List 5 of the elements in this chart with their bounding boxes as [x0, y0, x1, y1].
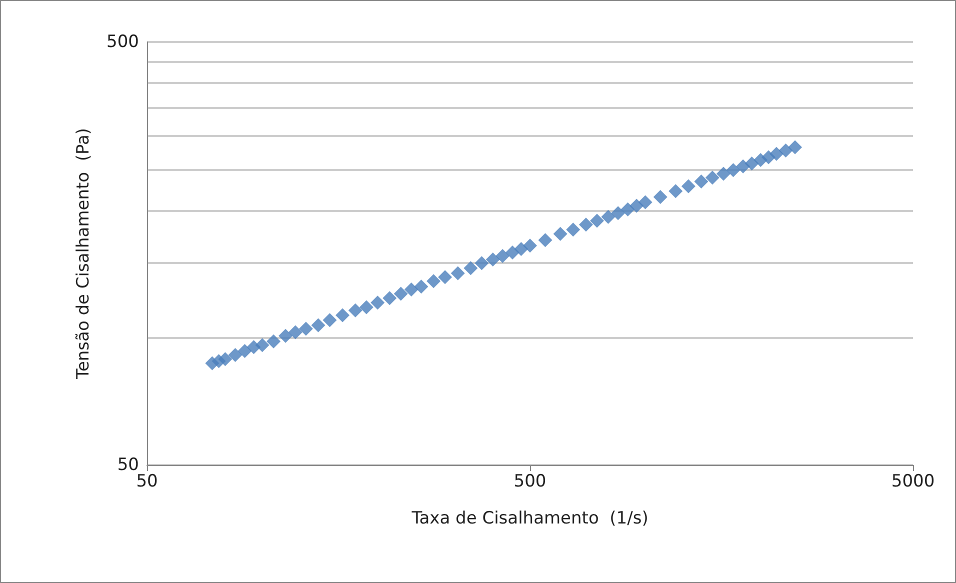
x-tick-label: 5000: [891, 472, 935, 492]
x-tick-label: 500: [514, 472, 546, 492]
x-axis-title: Taxa de Cisalhamento (1/s): [410, 508, 648, 528]
x-tick-label: 50: [136, 472, 158, 492]
y-axis-title: Tensão de Cisalhamento (Pa): [74, 128, 94, 380]
